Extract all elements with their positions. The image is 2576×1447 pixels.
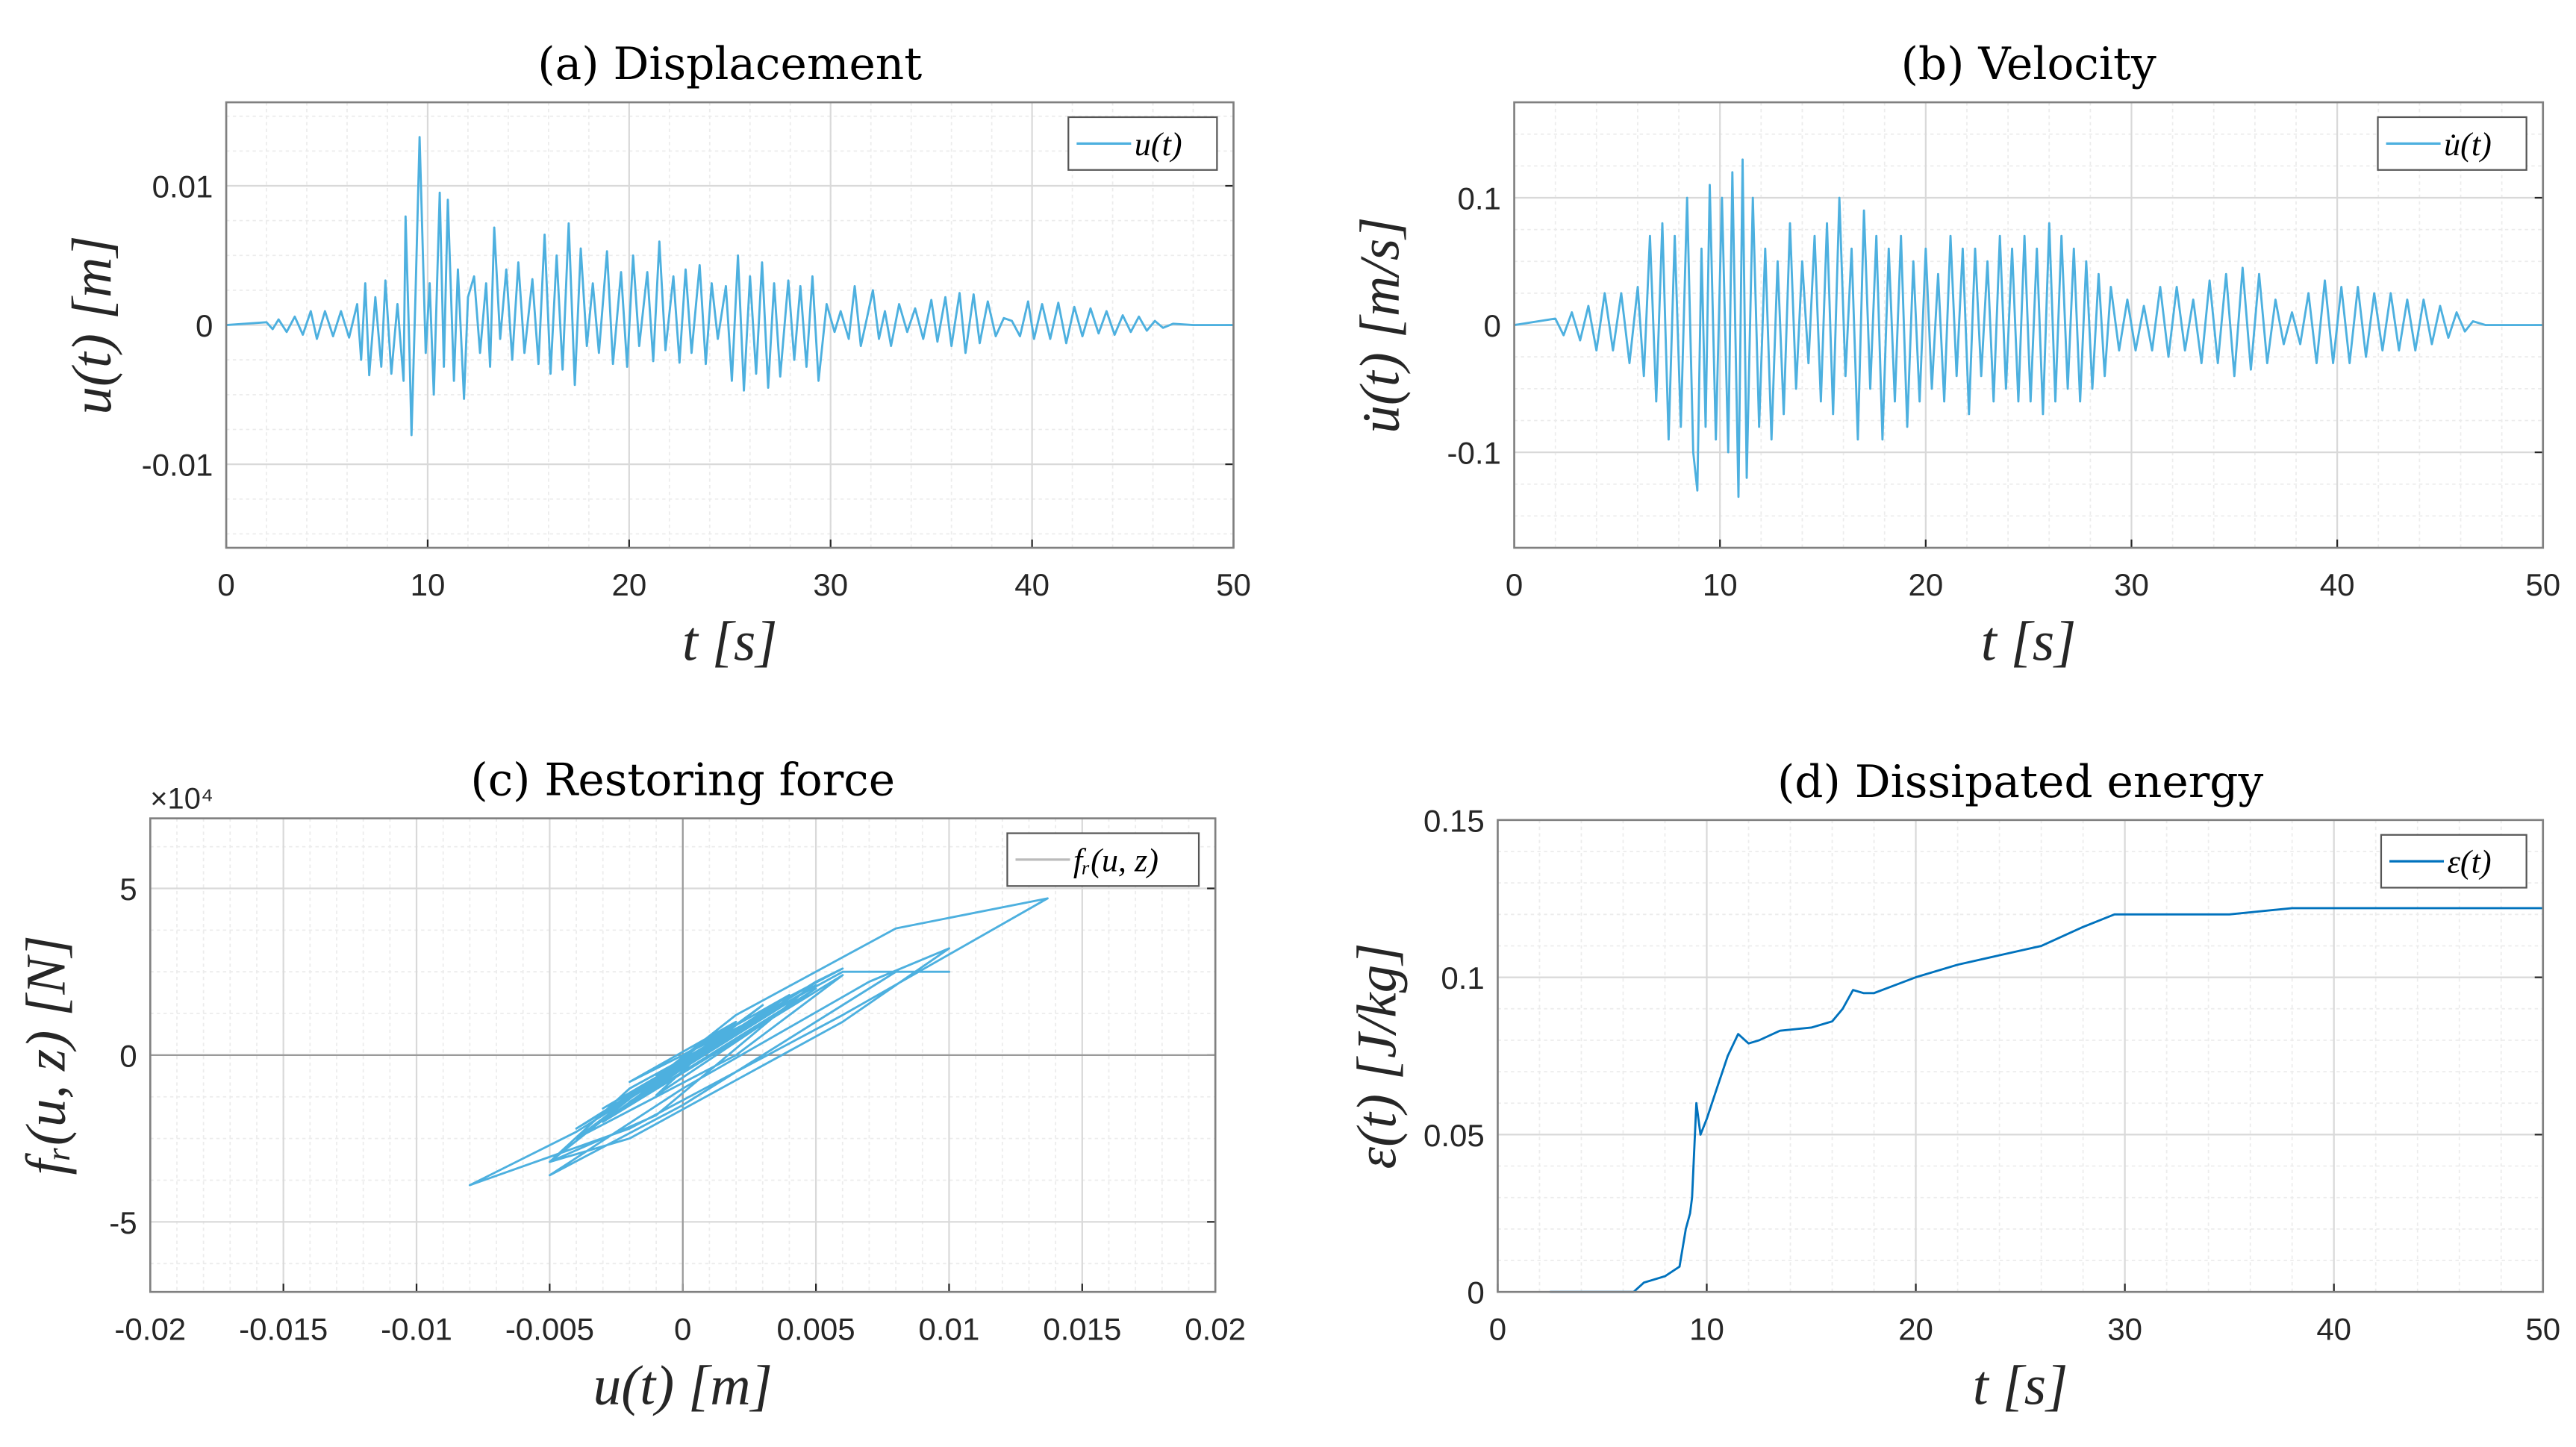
x-tick-label: -0.005	[505, 1311, 594, 1346]
y-exponent-label: ×10⁴	[150, 782, 213, 815]
series-line-b	[1514, 158, 2543, 499]
x-tick-label: 0	[1506, 567, 1523, 602]
series-line-c	[468, 897, 1049, 1187]
chart-title: (a) Displacement	[537, 39, 922, 90]
legend-label: u(t)	[1135, 126, 1182, 163]
x-tick-label: 0	[217, 567, 234, 602]
x-tick-label: 0.005	[777, 1311, 855, 1346]
x-axis-label: t [s]	[1973, 1355, 2068, 1417]
y-axis-label: u̇(t) [m/s]	[1350, 216, 1412, 433]
x-tick-label: 30	[813, 567, 848, 602]
y-tick-label: -0.01	[142, 448, 213, 483]
x-tick-label: 40	[1014, 567, 1050, 602]
x-tick-label: 50	[2525, 567, 2560, 602]
subplot-b: 0 10 20 30 40 50 -0.1 0 0.1 u̇(t) (b) Velocity t [s…	[1350, 39, 2560, 672]
y-axis-label: ε(t) [J/kg]	[1346, 943, 1408, 1169]
x-tick-label: -0.02	[114, 1311, 186, 1346]
x-tick-label: 10	[1703, 567, 1738, 602]
x-tick-label: 30	[2114, 567, 2149, 602]
x-tick-label: 40	[2316, 1311, 2351, 1346]
series-line-d	[1550, 907, 2543, 1293]
y-tick-label: 0.01	[152, 169, 213, 204]
y-tick-label: -0.1	[1447, 436, 1500, 471]
y-axis-label: fᵣ(u, z) [N]	[15, 935, 77, 1175]
x-tick-label: 10	[1689, 1311, 1724, 1346]
axes-frame	[225, 101, 1235, 549]
axes-frame	[1513, 101, 2545, 549]
legend-label: fᵣ(u, z)	[1073, 842, 1158, 878]
x-tick-label: 0.015	[1043, 1311, 1121, 1346]
x-tick-label: 30	[2107, 1311, 2142, 1346]
chart-title: (c) Restoring force	[470, 755, 895, 807]
y-tick-label: 0.1	[1457, 181, 1500, 216]
subplot-c: -0.02 -0.015 -0.01 -0.005 0 0.005 0.01 0.015 0.0…	[15, 755, 1246, 1417]
legend-label: u̇(t)	[2444, 126, 2492, 163]
x-tick-label: 0.02	[1185, 1311, 1246, 1346]
x-tick-label: 50	[1216, 567, 1251, 602]
legend: u(t)	[1067, 116, 1218, 171]
x-axis-label: u(t) [m]	[593, 1355, 773, 1417]
legend-label: ε(t)	[2447, 844, 2491, 881]
x-axis-label: t [s]	[682, 610, 778, 672]
x-tick-label: 10	[411, 567, 446, 602]
y-tick-label: 0	[196, 308, 213, 343]
legend: fᵣ(u, z)	[1006, 832, 1200, 887]
y-tick-label: 0	[1467, 1275, 1484, 1310]
y-axis-label: u(t) [m]	[61, 235, 123, 414]
legend: ε(t)	[2380, 834, 2527, 889]
y-tick-label: 5	[119, 872, 137, 907]
x-axis-label: t [s]	[1981, 610, 2077, 672]
x-tick-label: 20	[1908, 567, 1943, 602]
x-tick-label: -0.01	[381, 1311, 452, 1346]
y-tick-label: -5	[109, 1205, 137, 1240]
axes-frame	[149, 817, 1217, 1293]
y-tick-label: 0.15	[1423, 803, 1485, 838]
x-tick-label: 50	[2525, 1311, 2560, 1346]
plot-area	[1497, 819, 2543, 1293]
series-line-a	[225, 136, 1234, 437]
subplot-d: 0 10 20 30 40 50 0 0.05 0.1 0.15 ε(t) (d) Dissipate…	[1346, 757, 2560, 1417]
x-tick-label: 0	[1489, 1311, 1506, 1346]
x-tick-label: -0.015	[239, 1311, 328, 1346]
x-tick-label: 40	[2320, 567, 2355, 602]
y-tick-label: 0.05	[1423, 1118, 1485, 1153]
legend: u̇(t)	[2377, 116, 2527, 171]
y-tick-label: 0	[119, 1038, 137, 1073]
x-tick-label: 20	[611, 567, 646, 602]
x-tick-label: 0.01	[919, 1311, 980, 1346]
chart-title: (d) Dissipated energy	[1777, 757, 2264, 808]
y-tick-label: 0.1	[1441, 960, 1484, 996]
x-tick-label: 0	[674, 1311, 691, 1346]
subplot-a: 0 10 20 30 40 50 -0.01 0 0.01 u(t) (a) Displacemen…	[61, 39, 1251, 672]
chart-title: (b) Velocity	[1901, 39, 2156, 90]
y-tick-label: 0	[1484, 308, 1501, 343]
x-tick-label: 20	[1898, 1311, 1933, 1346]
axes-frame	[1497, 819, 2545, 1293]
